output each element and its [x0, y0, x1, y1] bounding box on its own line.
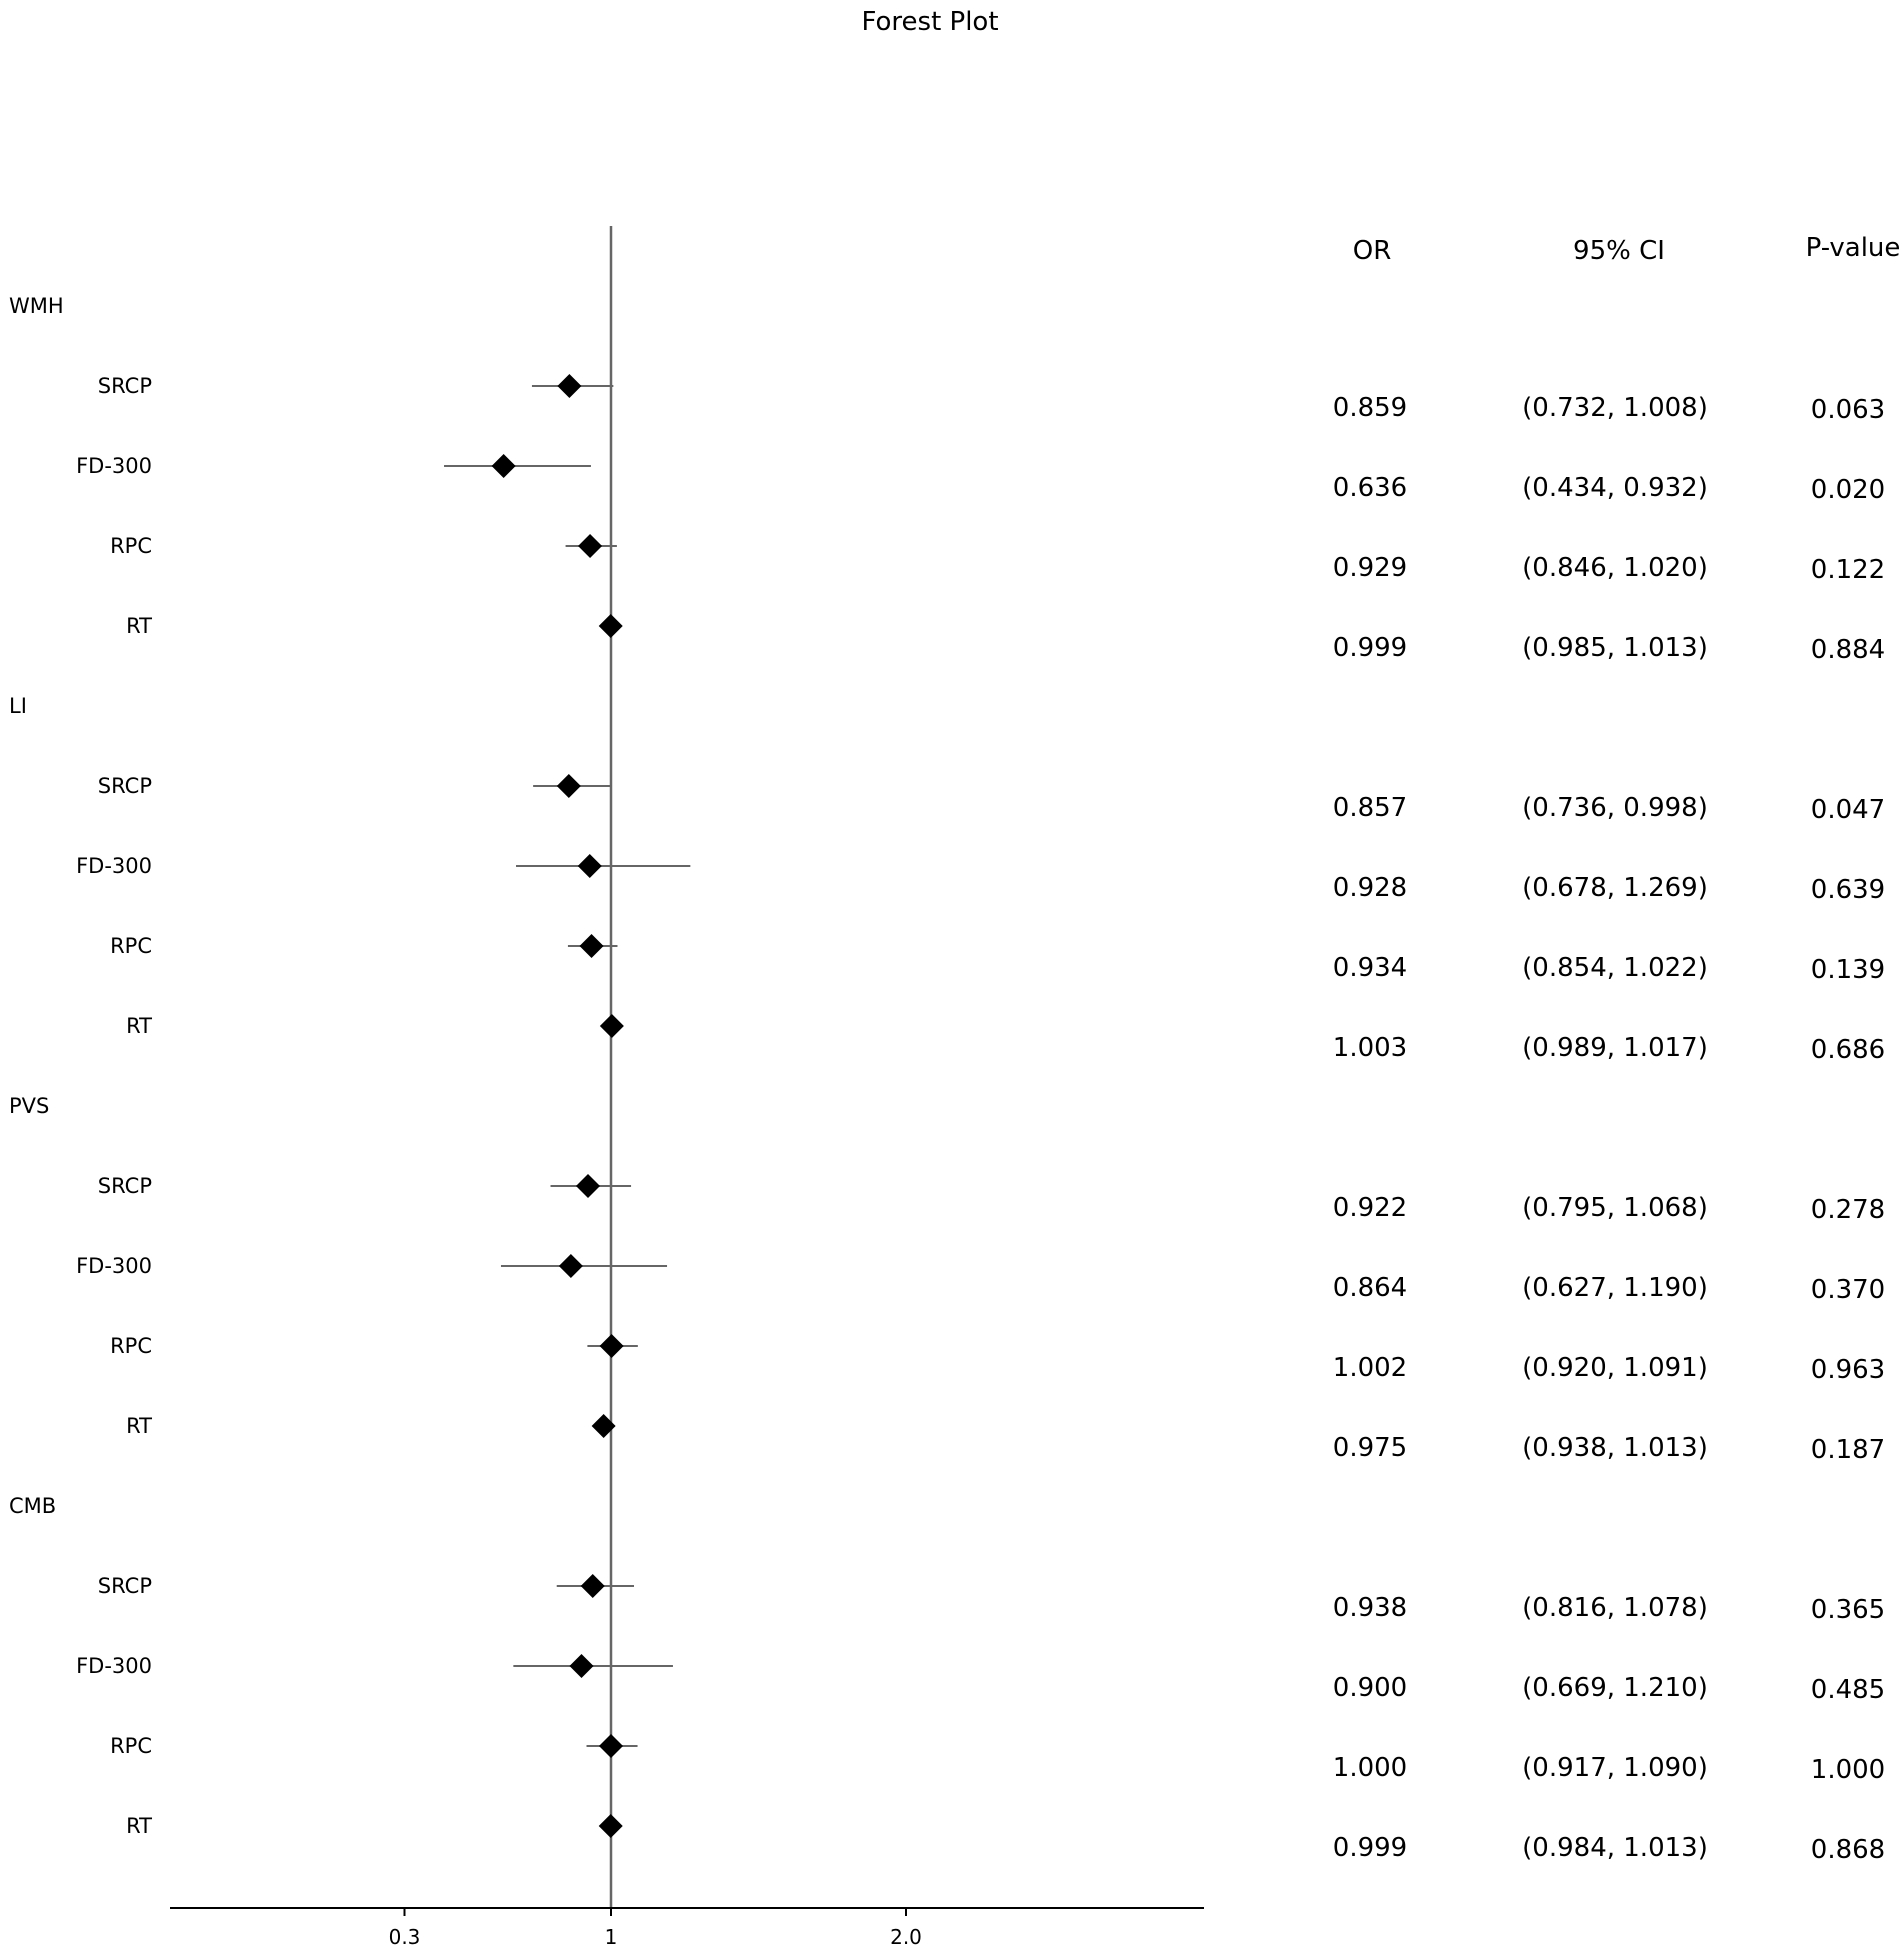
or-marker	[599, 1014, 624, 1038]
ci-value: (0.736, 0.998)	[1522, 793, 1708, 823]
ci-value: (0.732, 1.008)	[1522, 393, 1708, 423]
ci-value: (0.434, 0.932)	[1522, 473, 1708, 503]
ci-value: (0.920, 1.091)	[1522, 1353, 1708, 1383]
x-tick-label: 0.3	[389, 1925, 421, 1949]
p-value: 0.122	[1811, 555, 1885, 585]
p-value: 0.187	[1811, 1435, 1885, 1465]
ci-value: (0.816, 1.078)	[1522, 1593, 1708, 1623]
group-label: LI	[9, 694, 27, 718]
ci-value: (0.985, 1.013)	[1522, 633, 1708, 663]
p-value: 0.485	[1811, 1675, 1885, 1705]
row-label: RT	[126, 614, 152, 638]
row-label: FD-300	[76, 1654, 152, 1678]
or-marker	[599, 1734, 623, 1758]
row-label: RT	[126, 1814, 152, 1838]
or-marker	[491, 454, 516, 478]
x-tick-label: 2.0	[890, 1925, 922, 1949]
or-value: 0.864	[1333, 1273, 1407, 1303]
or-marker	[557, 374, 582, 398]
plot-rows: WMH SRCP 0.859 (0.732, 1.008) 0.063 FD-300 0.6…	[9, 294, 1885, 1865]
row-label: FD-300	[76, 854, 152, 878]
row-label: RPC	[110, 534, 152, 558]
or-marker	[575, 1174, 600, 1198]
or-value: 0.928	[1333, 873, 1407, 903]
p-value: 0.047	[1811, 795, 1885, 825]
x-tick-label: 1	[605, 1925, 618, 1949]
or-value: 0.934	[1333, 953, 1407, 983]
or-value: 1.002	[1333, 1353, 1407, 1383]
ci-value: (0.984, 1.013)	[1522, 1833, 1708, 1863]
p-value: 1.000	[1811, 1755, 1885, 1785]
row-label: FD-300	[76, 454, 152, 478]
or-value: 0.975	[1333, 1433, 1407, 1463]
row-label: RT	[126, 1014, 152, 1038]
column-header-ci: 95% CI	[1573, 236, 1665, 266]
or-marker	[577, 854, 602, 878]
p-value: 0.278	[1811, 1195, 1885, 1225]
p-value: 0.370	[1811, 1275, 1885, 1305]
x-ticks: 0.3 1 2.0	[389, 1908, 922, 1949]
or-value: 0.900	[1333, 1673, 1407, 1703]
row-label: RT	[126, 1414, 152, 1438]
or-value: 0.999	[1333, 1833, 1407, 1863]
p-value: 0.686	[1811, 1035, 1885, 1065]
ci-value: (0.669, 1.210)	[1522, 1673, 1708, 1703]
or-marker	[556, 774, 581, 798]
p-value: 0.884	[1811, 635, 1885, 665]
or-value: 0.999	[1333, 633, 1407, 663]
or-marker	[598, 1814, 623, 1838]
or-value: 0.938	[1333, 1593, 1407, 1623]
ci-value: (0.938, 1.013)	[1522, 1433, 1708, 1463]
row-label: RPC	[110, 934, 152, 958]
row-label: SRCP	[98, 1574, 152, 1598]
p-value: 0.963	[1811, 1355, 1885, 1385]
or-value: 1.000	[1333, 1753, 1407, 1783]
ci-value: (0.989, 1.017)	[1522, 1033, 1708, 1063]
ci-value: (0.917, 1.090)	[1522, 1753, 1708, 1783]
ci-value: (0.795, 1.068)	[1522, 1193, 1708, 1223]
p-value: 0.139	[1811, 955, 1885, 985]
or-marker	[579, 934, 604, 958]
group-label: PVS	[9, 1094, 49, 1118]
or-value: 0.859	[1333, 393, 1407, 423]
or-marker	[558, 1254, 583, 1278]
ci-value: (0.854, 1.022)	[1522, 953, 1708, 983]
p-value: 0.639	[1811, 875, 1885, 905]
p-value: 0.020	[1811, 475, 1885, 505]
or-value: 0.922	[1333, 1193, 1407, 1223]
group-label: WMH	[9, 294, 64, 318]
or-value: 0.929	[1333, 553, 1407, 583]
row-label: RPC	[110, 1734, 152, 1758]
ci-value: (0.678, 1.269)	[1522, 873, 1708, 903]
or-marker	[598, 614, 623, 638]
ci-value: (0.627, 1.190)	[1522, 1273, 1708, 1303]
or-marker	[599, 1334, 624, 1358]
or-value: 0.857	[1333, 793, 1407, 823]
or-marker	[569, 1654, 594, 1678]
p-value: 0.365	[1811, 1595, 1885, 1625]
row-label: FD-300	[76, 1254, 152, 1278]
or-marker	[578, 534, 603, 558]
ci-value: (0.846, 1.020)	[1522, 553, 1708, 583]
or-value: 1.003	[1333, 1033, 1407, 1063]
chart-title: Forest Plot	[861, 7, 998, 37]
row-label: RPC	[110, 1334, 152, 1358]
group-label: CMB	[9, 1494, 56, 1518]
row-label: SRCP	[98, 1174, 152, 1198]
or-marker	[580, 1574, 605, 1598]
column-header-p: P-value	[1806, 233, 1901, 263]
or-value: 0.636	[1333, 473, 1407, 503]
or-marker	[591, 1414, 616, 1438]
p-value: 0.868	[1811, 1835, 1885, 1865]
row-label: SRCP	[98, 774, 152, 798]
p-value: 0.063	[1811, 395, 1885, 425]
row-label: SRCP	[98, 374, 152, 398]
column-header-or: OR	[1353, 236, 1392, 266]
